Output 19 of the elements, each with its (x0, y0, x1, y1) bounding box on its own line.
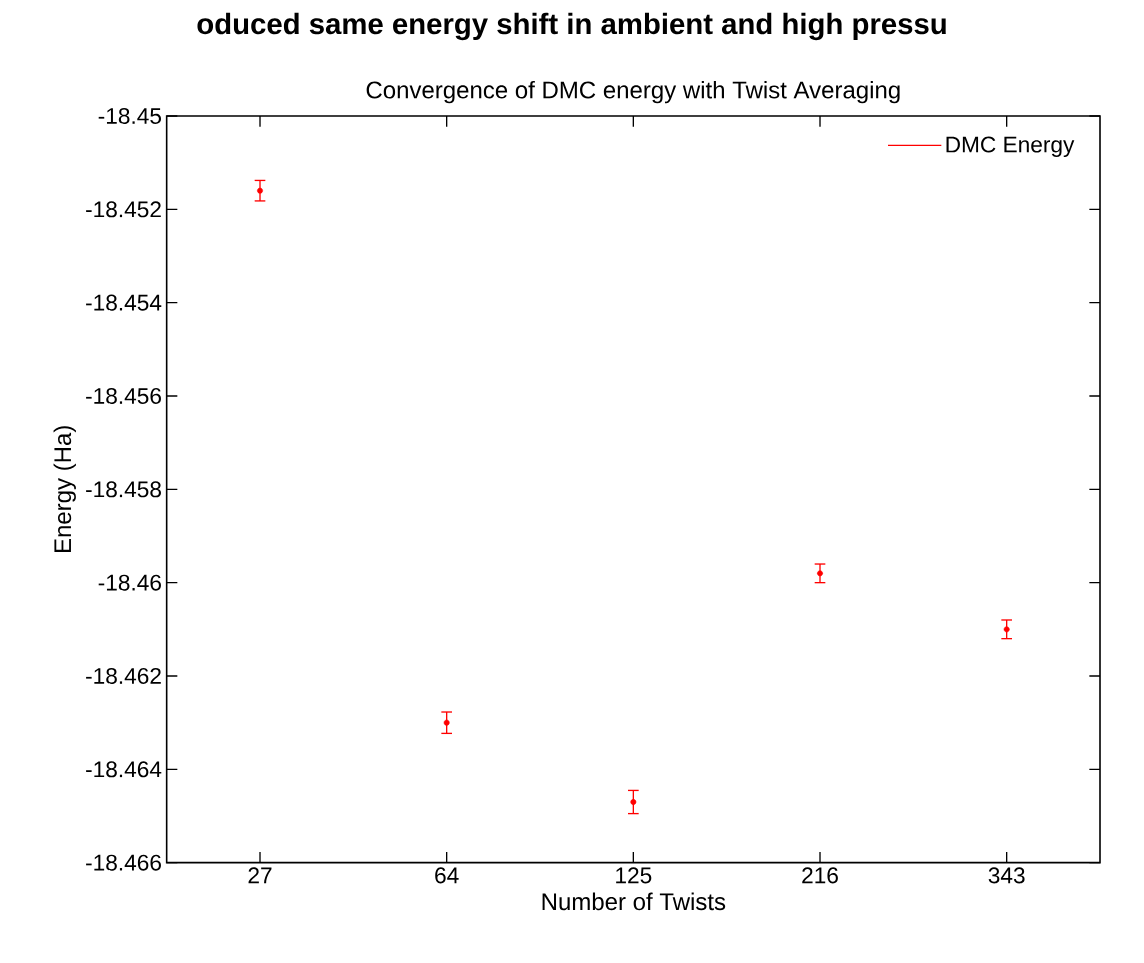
y-tick-label: -18.46 (98, 574, 161, 591)
y-axis-title: Energy (Ha) (53, 426, 76, 553)
x-tick-label: 216 (802, 867, 838, 884)
chart-title: Convergence of DMC energy with Twist Averaging (366, 81, 900, 104)
x-tick-label: 27 (248, 867, 272, 884)
x-axis-title: Number of Twists (542, 892, 726, 911)
text: oduced same energy shift in ambient and high pressu (197, 12, 946, 41)
y-tick-label: -18.466 (86, 854, 161, 871)
x-tick-label: 125 (616, 867, 652, 884)
y-tick-label: -18.454 (86, 294, 162, 311)
y-tick-label: -18.45 (98, 108, 161, 125)
y-tick-label: -18.464 (86, 761, 162, 778)
legend-label: DMC Energy (946, 136, 1075, 158)
x-tick-label: 343 (988, 867, 1025, 884)
y-tick-label: -18.456 (86, 388, 161, 405)
y-tick-label: -18.458 (86, 481, 161, 498)
y-tick-label: -18.452 (86, 201, 161, 218)
x-tick-label: 64 (435, 867, 459, 884)
y-tick-label: -18.462 (86, 668, 161, 685)
